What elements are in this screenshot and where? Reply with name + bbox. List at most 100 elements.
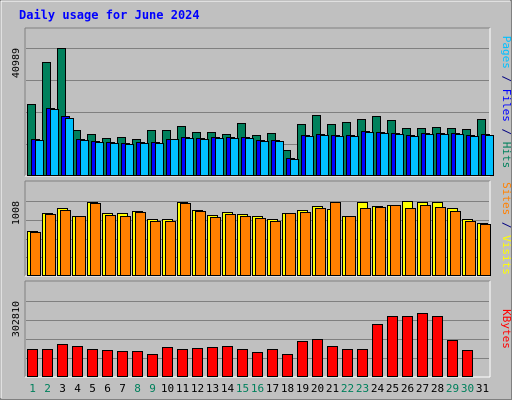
bar-pages-day-11 — [185, 138, 194, 176]
x-tick-label-day-29: 29 — [446, 382, 459, 395]
bar-pages-day-16 — [260, 141, 269, 176]
bar-pages-day-6 — [110, 143, 119, 176]
x-tick-label-day-8: 8 — [134, 382, 141, 395]
x-tick-label-day-19: 19 — [296, 382, 309, 395]
bar-sites-day-15 — [240, 216, 251, 276]
bar-kbytes-day-8 — [132, 351, 143, 377]
bar-kbytes-day-12 — [192, 348, 203, 377]
bar-sites-day-21 — [330, 202, 341, 276]
bar-sites-day-18 — [285, 213, 296, 276]
bar-pages-day-27 — [425, 134, 434, 176]
x-axis: 1 2 3 4 5 6 7 8 9 10 11 12 13 14 15 16 17 18 19 20 21 22 23 24 2… — [29, 382, 489, 395]
legend-entry: KBytes — [500, 309, 512, 349]
bar-pages-day-7 — [125, 144, 134, 176]
bar-kbytes-day-14 — [222, 346, 233, 377]
panel-kbytes: 302810 KBytes — [11, 280, 512, 378]
x-tick-label-day-13: 13 — [206, 382, 219, 395]
bar-sites-day-14 — [225, 214, 236, 276]
bar-pages-day-24 — [380, 133, 389, 176]
bar-sites-day-3 — [60, 210, 71, 276]
bar-sites-day-17 — [270, 221, 281, 276]
bar-sites-day-25 — [390, 205, 401, 276]
x-tick-label-day-31: 31 — [476, 382, 489, 395]
bar-kbytes-day-26 — [402, 316, 413, 377]
panel-hits-files-pages: 40989 Pages / Files / Hits — [11, 27, 512, 177]
bar-pages-day-25 — [395, 134, 404, 176]
bar-pages-day-31 — [485, 135, 494, 176]
bar-kbytes-day-25 — [387, 316, 398, 377]
x-tick-label-day-30: 30 — [461, 382, 474, 395]
legend-entry: Sites — [500, 182, 512, 215]
bar-sites-day-30 — [465, 221, 476, 276]
series-legend-label: KBytes — [500, 309, 512, 349]
bar-sites-day-29 — [450, 211, 461, 276]
bar-kbytes-day-30 — [462, 350, 473, 377]
bar-pages-day-23 — [365, 132, 374, 176]
bar-sites-day-31 — [480, 224, 491, 276]
bar-sites-day-20 — [315, 208, 326, 276]
y-max-label: 40989 — [11, 48, 22, 78]
bar-pages-day-14 — [230, 138, 239, 176]
bar-sites-day-8 — [135, 212, 146, 276]
bar-kbytes-day-17 — [267, 349, 278, 377]
bar-pages-day-17 — [275, 141, 284, 176]
bar-pages-day-3 — [65, 118, 74, 176]
legend-entry: Files — [500, 89, 512, 122]
bar-pages-day-30 — [470, 136, 479, 176]
bar-pages-day-21 — [335, 136, 344, 176]
bar-kbytes-day-1 — [27, 349, 38, 377]
legend-entry: / — [500, 69, 512, 89]
x-tick-label-day-7: 7 — [119, 382, 126, 395]
bar-kbytes-day-28 — [432, 316, 443, 377]
bar-kbytes-day-23 — [357, 349, 368, 377]
legend-entry: Hits — [500, 142, 512, 169]
x-tick-label-day-15: 15 — [236, 382, 249, 395]
x-tick-label-day-24: 24 — [371, 382, 385, 395]
bar-sites-day-13 — [210, 217, 221, 276]
bar-sites-day-22 — [345, 216, 356, 276]
bar-kbytes-day-15 — [237, 349, 248, 377]
bar-kbytes-day-6 — [102, 350, 113, 377]
bar-pages-day-13 — [215, 138, 224, 176]
x-tick-label-day-2: 2 — [44, 382, 51, 395]
bar-sites-day-24 — [375, 207, 386, 276]
x-tick-label-day-6: 6 — [104, 382, 111, 395]
x-tick-label-day-23: 23 — [356, 382, 369, 395]
legend-entry: Visits — [500, 235, 512, 275]
x-tick-label-day-5: 5 — [89, 382, 96, 395]
bar-kbytes-day-3 — [57, 344, 68, 377]
x-tick-label-day-16: 16 — [251, 382, 264, 395]
bar-sites-day-6 — [105, 215, 116, 276]
bar-kbytes-day-22 — [342, 349, 353, 377]
bar-kbytes-day-18 — [282, 354, 293, 377]
bar-pages-day-10 — [170, 139, 179, 176]
bar-pages-day-26 — [410, 136, 419, 176]
x-tick-label-day-10: 10 — [161, 382, 174, 395]
x-tick-label-day-26: 26 — [401, 382, 414, 395]
series-legend-label: Sites / Visits — [500, 182, 512, 275]
x-tick-label-day-18: 18 — [281, 382, 294, 395]
bar-kbytes-day-4 — [72, 346, 83, 377]
x-tick-label-day-21: 21 — [326, 382, 339, 395]
bar-sites-day-23 — [360, 208, 371, 276]
bar-kbytes-day-5 — [87, 349, 98, 377]
bar-kbytes-day-19 — [297, 341, 308, 377]
x-tick-label-day-12: 12 — [191, 382, 204, 395]
plot-area: 40989 Pages / Files / Hits 1008 Sites / Vis… — [11, 27, 512, 395]
x-tick-label-day-11: 11 — [176, 382, 189, 395]
bar-sites-day-28 — [435, 207, 446, 276]
bar-pages-day-18 — [290, 159, 299, 176]
bar-sites-day-16 — [255, 218, 266, 276]
bar-kbytes-day-29 — [447, 340, 458, 377]
bar-kbytes-day-7 — [117, 351, 128, 377]
chart-title: Daily usage for June 2024 — [19, 8, 200, 22]
bar-sites-day-2 — [45, 214, 56, 276]
bar-kbytes-day-2 — [42, 349, 53, 377]
bar-sites-day-12 — [195, 211, 206, 276]
bar-kbytes-day-10 — [162, 347, 173, 377]
bar-kbytes-day-13 — [207, 347, 218, 377]
bar-pages-day-1 — [35, 140, 44, 176]
bar-kbytes-day-21 — [327, 346, 338, 377]
bar-pages-day-20 — [320, 135, 329, 176]
